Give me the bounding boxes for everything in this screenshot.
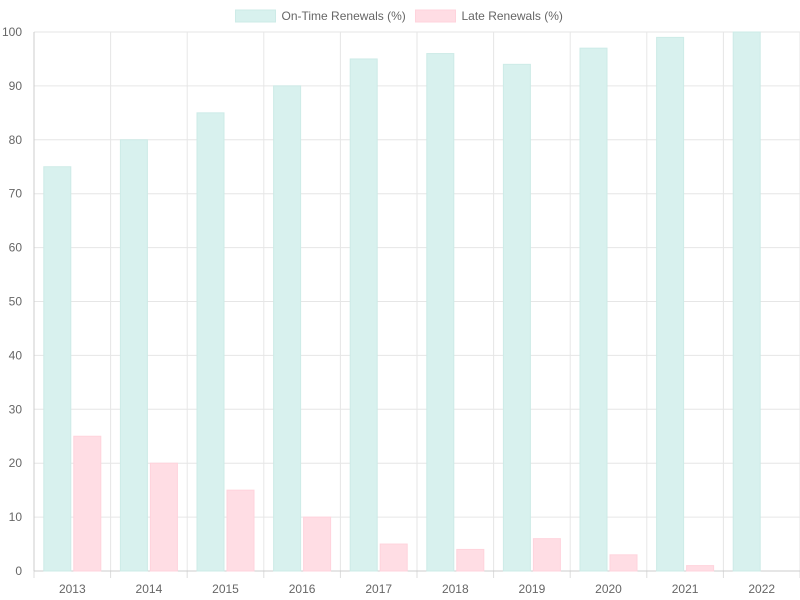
x-tick-label: 2018 — [442, 582, 469, 596]
y-tick-label: 30 — [9, 402, 23, 416]
legend: On-Time Renewals (%) Late Renewals (%) — [235, 9, 563, 23]
legend-label: Late Renewals (%) — [462, 9, 563, 23]
bars — [43, 31, 761, 572]
legend-swatch — [235, 9, 276, 23]
bar-on-time — [349, 58, 378, 572]
x-tick-label: 2017 — [365, 582, 392, 596]
bar-late — [456, 548, 485, 572]
y-tick-label: 50 — [9, 295, 23, 309]
bar-on-time — [656, 36, 685, 572]
legend-swatch — [415, 9, 456, 23]
y-tick-label: 70 — [9, 187, 23, 201]
bar-late — [609, 554, 638, 572]
y-tick-label: 20 — [9, 456, 23, 470]
y-tick-label: 0 — [15, 564, 22, 578]
y-tick-label: 80 — [9, 133, 23, 147]
y-tick-label: 10 — [9, 510, 23, 524]
y-tick-label: 40 — [9, 348, 23, 362]
x-tick-label: 2013 — [59, 582, 86, 596]
bar-late — [73, 435, 102, 572]
bar-on-time — [732, 31, 761, 572]
bar-late — [379, 543, 408, 572]
bar-late — [686, 565, 715, 572]
y-tick-label: 90 — [9, 79, 23, 93]
bar-on-time — [43, 166, 72, 572]
bar-late — [149, 462, 178, 572]
legend-label: On-Time Renewals (%) — [282, 9, 406, 23]
x-tick-label: 2021 — [672, 582, 699, 596]
y-tick-label: 60 — [9, 241, 23, 255]
axes: 0 10 20 30 40 50 60 70 80 90 100 2013 2014 2015 2016 20… — [2, 25, 800, 596]
bar-on-time — [196, 112, 225, 572]
bar-on-time — [273, 85, 302, 572]
y-tick-label: 100 — [2, 25, 22, 39]
x-tick-label: 2015 — [212, 582, 239, 596]
x-tick-label: 2022 — [748, 582, 775, 596]
x-tick-label: 2019 — [519, 582, 546, 596]
grid — [33, 31, 800, 572]
bar-late — [226, 489, 255, 572]
bar-late — [532, 538, 561, 572]
bar-on-time — [579, 47, 608, 572]
x-tick-label: 2016 — [289, 582, 316, 596]
bar-on-time — [119, 139, 148, 572]
bar-on-time — [502, 63, 531, 572]
bar-late — [303, 516, 332, 572]
x-tick-label: 2014 — [136, 582, 163, 596]
x-tick-label: 2020 — [595, 582, 622, 596]
bar-on-time — [426, 53, 455, 572]
